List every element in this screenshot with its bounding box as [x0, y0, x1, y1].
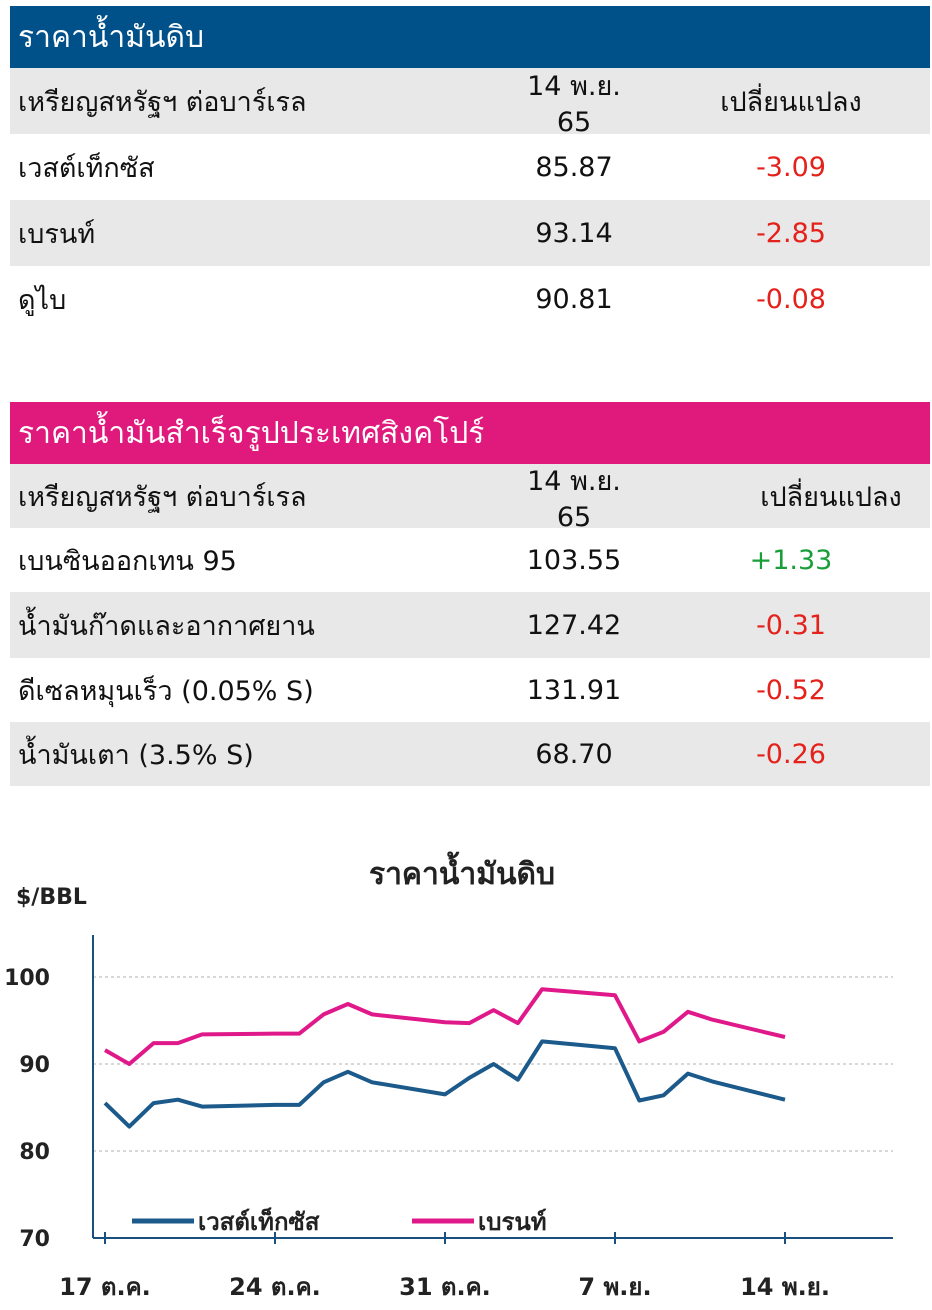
y-tick-label: 70	[19, 1227, 50, 1252]
legend-label: เวสต์เท็กซัส	[198, 1207, 320, 1236]
row-label: ดีเซลหมุนเร็ว (0.05% S)	[18, 675, 314, 707]
column-date-header: 14 พ.ย. 65	[527, 466, 621, 533]
row-price: 103.55	[526, 544, 622, 576]
row-price: 131.91	[526, 674, 622, 706]
column-unit-header: เหรียญสหรัฐฯ ต่อบาร์เรล	[18, 86, 307, 118]
table-row: น้ำมันก๊าดและอากาศยาน 127.42 -0.31	[10, 592, 930, 658]
table-row: เวสต์เท็กซัส 85.87 -3.09	[10, 134, 930, 200]
x-tick-label: 31 ต.ค.	[399, 1273, 491, 1301]
row-price: 127.42	[526, 609, 622, 641]
chart-title: ราคาน้ำมันดิบ	[369, 851, 555, 892]
row-change: -0.08	[756, 283, 826, 315]
row-price: 85.87	[535, 151, 613, 183]
row-label: น้ำมันเตา (3.5% S)	[18, 739, 254, 771]
table-row: ดีเซลหมุนเร็ว (0.05% S) 131.91 -0.52	[10, 658, 930, 722]
column-date-header: 14 พ.ย. 65	[527, 71, 621, 138]
legend-label: เบรนท์	[478, 1208, 547, 1236]
column-change-header: เปลี่ยนแปลง	[720, 86, 862, 118]
row-change: -0.31	[756, 609, 826, 641]
x-tick-label: 14 พ.ย.	[740, 1273, 830, 1301]
row-change: -0.52	[756, 674, 826, 706]
y-tick-label: 100	[4, 966, 50, 991]
crude-table-header-row: เหรียญสหรัฐฯ ต่อบาร์เรล 14 พ.ย. 65 เปลี่…	[10, 68, 930, 138]
series-line-0	[103, 1039, 786, 1129]
row-label: ดูไบ	[18, 284, 67, 316]
row-label: เวสต์เท็กซัส	[18, 152, 155, 184]
singapore-price-table: ราคาน้ำมันสำเร็จรูปประเทศสิงคโปร์ เหรียญ…	[10, 402, 930, 786]
crude-table-title: ราคาน้ำมันดิบ	[10, 6, 930, 68]
row-label: เบนซินออกเทน 95	[18, 545, 237, 577]
column-unit-header: เหรียญสหรัฐฯ ต่อบาร์เรล	[18, 481, 307, 513]
singapore-table-header-row: เหรียญสหรัฐฯ ต่อบาร์เรล 14 พ.ย. 65 เปลี่…	[10, 464, 930, 533]
x-tick-label: 7 พ.ย.	[578, 1273, 651, 1301]
x-tick-label: 17 ต.ค.	[59, 1273, 151, 1301]
row-label: น้ำมันก๊าดและอากาศยาน	[18, 610, 315, 642]
row-change: -3.09	[756, 151, 826, 183]
column-change-header: เปลี่ยนแปลง	[760, 481, 902, 513]
table-row: ดูไบ 90.81 -0.08	[10, 266, 930, 332]
crude-price-table: ราคาน้ำมันดิบ เหรียญสหรัฐฯ ต่อบาร์เรล 14…	[10, 6, 930, 332]
table-row: เบนซินออกเทน 95 103.55 +1.33	[10, 528, 930, 592]
row-change: +1.33	[749, 544, 833, 576]
row-label: เบรนท์	[18, 218, 96, 250]
y-tick-label: 80	[19, 1140, 50, 1165]
singapore-table-title: ราคาน้ำมันสำเร็จรูปประเทศสิงคโปร์	[10, 402, 930, 464]
y-tick-label: 90	[19, 1053, 50, 1078]
row-change: -2.85	[756, 217, 826, 249]
crude-price-chart: ราคาน้ำมันดิบ $/BBL 70 80 90 100 17 ต.ค. 24 ต…	[4, 851, 893, 1301]
series-line-1	[104, 987, 786, 1066]
table-row: น้ำมันเตา (3.5% S) 68.70 -0.26	[10, 722, 930, 786]
row-price: 68.70	[535, 738, 613, 770]
x-tick-label: 24 ต.ค.	[229, 1273, 321, 1301]
row-price: 90.81	[535, 283, 613, 315]
row-change: -0.26	[756, 738, 826, 770]
table-row: เบรนท์ 93.14 -2.85	[10, 200, 930, 266]
row-price: 93.14	[535, 217, 613, 249]
y-axis-unit-label: $/BBL	[16, 885, 87, 910]
